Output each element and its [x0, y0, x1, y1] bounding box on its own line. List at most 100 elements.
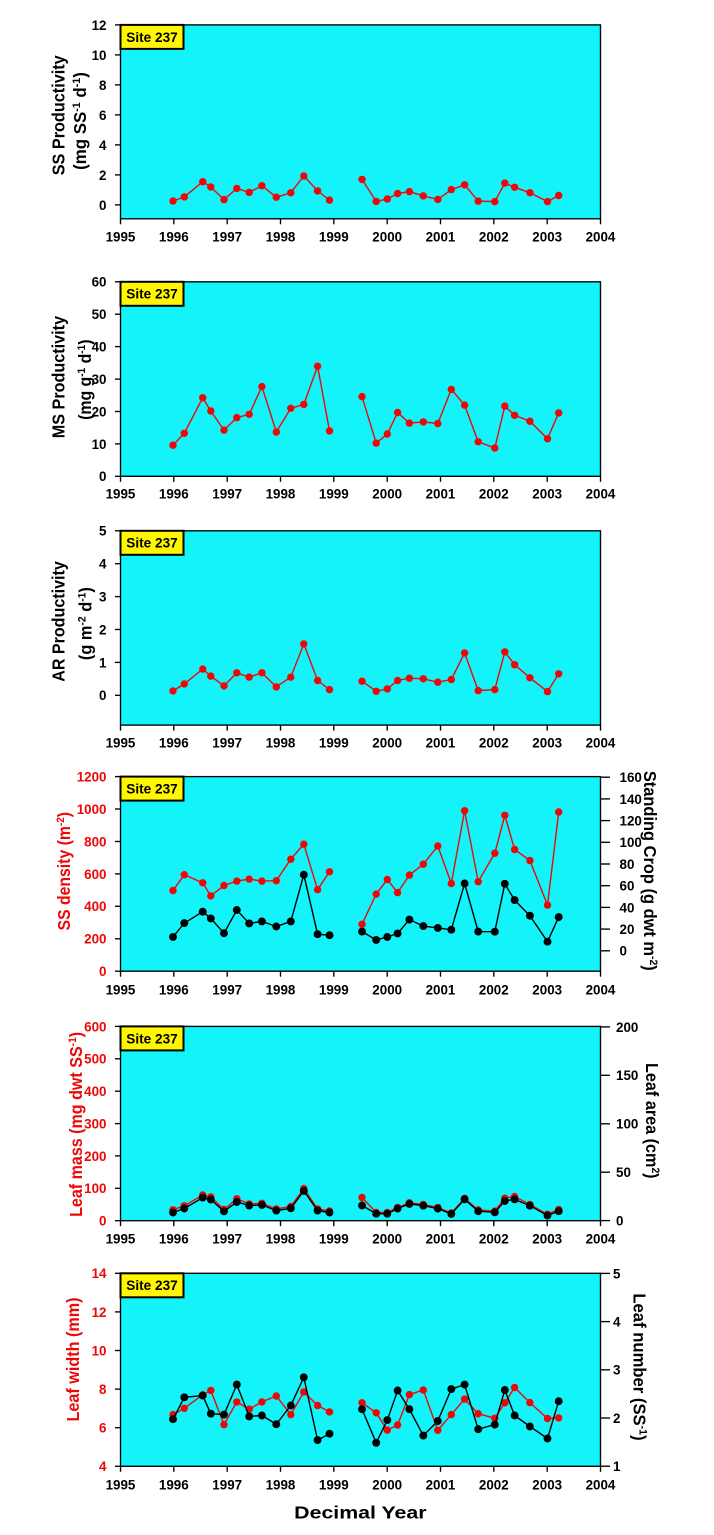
svg-text:10: 10 [92, 1343, 107, 1358]
svg-text:500: 500 [84, 1052, 106, 1067]
svg-text:1996: 1996 [159, 982, 189, 997]
svg-text:8: 8 [99, 1382, 107, 1397]
svg-text:1000: 1000 [77, 802, 107, 817]
svg-text:1998: 1998 [266, 229, 296, 244]
svg-text:1995: 1995 [106, 1478, 136, 1493]
svg-text:14: 14 [92, 1266, 107, 1281]
svg-text:2002: 2002 [479, 982, 509, 997]
svg-text:2003: 2003 [532, 736, 562, 751]
svg-text:Site 237: Site 237 [126, 536, 177, 551]
svg-text:2: 2 [99, 168, 106, 183]
svg-text:50: 50 [92, 307, 107, 322]
svg-text:1998: 1998 [266, 1231, 296, 1246]
svg-text:5: 5 [99, 524, 107, 539]
svg-text:40: 40 [620, 900, 635, 915]
svg-text:400: 400 [84, 1084, 106, 1099]
svg-text:2000: 2000 [372, 229, 402, 244]
svg-text:12: 12 [92, 1305, 107, 1320]
svg-text:3: 3 [99, 590, 106, 605]
svg-text:2001: 2001 [426, 486, 456, 501]
svg-text:1: 1 [613, 1459, 621, 1474]
svg-text:0: 0 [616, 1214, 623, 1229]
svg-text:1999: 1999 [319, 736, 349, 751]
svg-text:1997: 1997 [212, 229, 242, 244]
svg-text:30: 30 [92, 372, 107, 387]
svg-text:2004: 2004 [586, 982, 616, 997]
svg-text:(g m-2 d-1): (g m-2 d-1) [76, 587, 96, 660]
svg-text:150: 150 [616, 1068, 638, 1083]
svg-text:2000: 2000 [372, 736, 402, 751]
svg-text:140: 140 [620, 792, 642, 807]
svg-text:400: 400 [84, 899, 106, 914]
svg-text:0: 0 [99, 1214, 106, 1229]
svg-text:1995: 1995 [106, 229, 136, 244]
svg-text:1995: 1995 [106, 736, 136, 751]
svg-text:2004: 2004 [586, 1231, 616, 1246]
svg-text:2003: 2003 [532, 486, 562, 501]
svg-text:4: 4 [99, 138, 107, 153]
svg-text:1996: 1996 [159, 486, 189, 501]
svg-text:(mg SS-1 d-1): (mg SS-1 d-1) [71, 72, 90, 170]
svg-text:1998: 1998 [266, 982, 296, 997]
svg-text:2: 2 [613, 1411, 620, 1426]
svg-text:5: 5 [613, 1266, 621, 1281]
svg-text:2002: 2002 [479, 736, 509, 751]
svg-text:Site 237: Site 237 [126, 1031, 177, 1046]
svg-text:60: 60 [92, 275, 107, 290]
svg-text:2: 2 [99, 622, 106, 637]
svg-text:2004: 2004 [586, 1478, 616, 1493]
svg-text:1995: 1995 [106, 486, 136, 501]
svg-text:1995: 1995 [106, 1231, 136, 1246]
svg-text:2002: 2002 [479, 229, 509, 244]
svg-text:Leaf number (SS-1): Leaf number (SS-1) [629, 1293, 648, 1440]
svg-text:6: 6 [99, 1421, 106, 1436]
svg-text:0: 0 [620, 944, 627, 959]
svg-text:0: 0 [99, 688, 106, 703]
svg-text:20: 20 [92, 404, 107, 419]
svg-text:2002: 2002 [479, 486, 509, 501]
svg-text:1996: 1996 [159, 229, 189, 244]
svg-text:20: 20 [620, 922, 635, 937]
svg-text:1999: 1999 [319, 486, 349, 501]
svg-text:100: 100 [620, 835, 642, 850]
svg-text:2001: 2001 [426, 1478, 456, 1493]
svg-text:2001: 2001 [426, 736, 456, 751]
svg-text:3: 3 [613, 1363, 620, 1378]
svg-text:800: 800 [84, 834, 106, 849]
svg-text:300: 300 [84, 1117, 106, 1132]
svg-text:10: 10 [92, 48, 107, 63]
svg-text:40: 40 [92, 340, 107, 355]
svg-text:0: 0 [99, 469, 106, 484]
svg-text:200: 200 [84, 1149, 106, 1164]
svg-text:2001: 2001 [426, 982, 456, 997]
svg-text:Site 237: Site 237 [126, 1278, 177, 1293]
svg-text:1997: 1997 [212, 1478, 242, 1493]
svg-text:Site 237: Site 237 [126, 782, 177, 797]
svg-text:2000: 2000 [372, 1478, 402, 1493]
svg-text:2000: 2000 [372, 982, 402, 997]
svg-text:0: 0 [99, 964, 106, 979]
svg-text:Leaf mass (mg dwt SS-1): Leaf mass (mg dwt SS-1) [66, 1032, 86, 1217]
svg-text:60: 60 [620, 879, 635, 894]
svg-text:100: 100 [616, 1117, 638, 1132]
svg-text:1996: 1996 [159, 1231, 189, 1246]
svg-text:AR Productivity: AR Productivity [49, 561, 69, 682]
svg-text:SS density (m-2): SS density (m-2) [54, 812, 74, 931]
svg-text:Site 237: Site 237 [126, 30, 177, 45]
svg-text:1999: 1999 [319, 982, 349, 997]
svg-text:2001: 2001 [426, 1231, 456, 1246]
svg-text:4: 4 [613, 1315, 621, 1330]
svg-text:6: 6 [99, 108, 106, 123]
svg-text:1998: 1998 [266, 736, 296, 751]
svg-text:2004: 2004 [586, 486, 616, 501]
svg-text:2003: 2003 [532, 229, 562, 244]
svg-text:Decimal Year: Decimal Year [294, 1503, 426, 1523]
svg-text:80: 80 [620, 857, 635, 872]
svg-text:2002: 2002 [479, 1231, 509, 1246]
svg-text:2003: 2003 [532, 1478, 562, 1493]
svg-text:2003: 2003 [532, 982, 562, 997]
svg-text:0: 0 [99, 198, 106, 213]
svg-text:4: 4 [99, 1459, 107, 1474]
svg-text:1999: 1999 [319, 229, 349, 244]
svg-text:(mg g-1 d-1): (mg g-1 d-1) [75, 340, 95, 420]
